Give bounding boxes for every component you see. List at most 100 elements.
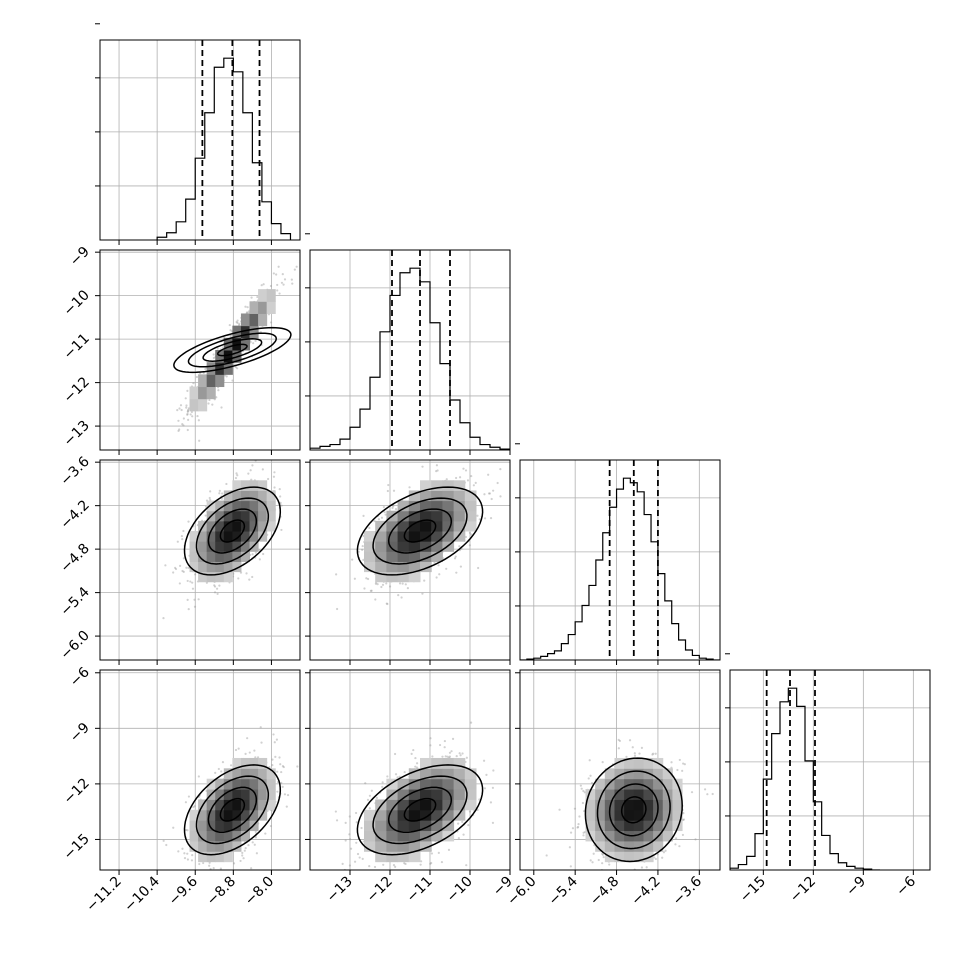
scatter-point (602, 877, 604, 879)
density-cell (633, 757, 644, 769)
density-cell (206, 820, 216, 832)
density-cell (258, 301, 268, 314)
scatter-point (186, 852, 189, 855)
density-cell (240, 490, 251, 502)
scatter-point (251, 553, 254, 556)
density-cell (386, 531, 399, 542)
density-cell (386, 820, 399, 832)
density-cell (386, 571, 399, 583)
scatter-point (361, 857, 364, 860)
scatter-point (462, 467, 465, 470)
scatter-point (290, 278, 293, 281)
x-tick-label: −4.8 (587, 874, 622, 909)
density-cell (633, 768, 644, 780)
scatter-point (186, 409, 190, 413)
scatter-point (179, 404, 183, 407)
density-cell (408, 510, 421, 522)
scatter-point (356, 852, 360, 856)
density-cell (206, 374, 216, 388)
density-cell (662, 820, 673, 832)
scatter-point (219, 867, 222, 870)
grid-lines (100, 250, 300, 450)
scatter-point (197, 419, 200, 422)
density-cell (643, 809, 654, 821)
density-cell (397, 778, 410, 790)
scatter-point (350, 847, 353, 850)
density-cell (624, 851, 635, 863)
scatter-point (348, 815, 351, 818)
scatter-point (187, 795, 191, 798)
histogram-panel: −15 −12 −9 −6 (725, 653, 931, 906)
density-cell (464, 789, 477, 800)
density-cell (442, 799, 455, 811)
density-cell (240, 500, 251, 512)
scatter-point (174, 566, 177, 569)
density-cell (223, 500, 233, 512)
density-cell (453, 789, 466, 800)
scatter-point (276, 790, 279, 793)
density-cell (223, 490, 233, 502)
density-cell (408, 768, 421, 780)
density-cell (397, 840, 410, 852)
scatter-point (404, 862, 407, 866)
density-cell (672, 820, 683, 832)
scatter-point (582, 831, 585, 834)
density-cell (408, 809, 421, 821)
scatter-point (273, 741, 276, 744)
scatter-point (243, 849, 246, 852)
density-cell (614, 820, 625, 832)
scatter-point (207, 402, 210, 405)
density-cell (464, 520, 477, 532)
density-cell (266, 789, 276, 800)
scatter-point (182, 557, 186, 560)
density-cell (364, 561, 376, 573)
density-cell (431, 520, 443, 532)
scatter-point (375, 796, 378, 800)
panel-frame (729, 669, 931, 871)
scatter-point (392, 505, 395, 508)
density-cell (420, 520, 432, 532)
density-cell (386, 809, 399, 821)
scatter-point (229, 764, 233, 767)
density-cell (464, 500, 477, 512)
density-cell (232, 531, 242, 542)
density-cell (215, 510, 225, 522)
x-tick-label: −13 (324, 874, 356, 906)
density-cell (232, 561, 242, 573)
scatter-point (465, 756, 468, 759)
contour-line (356, 486, 484, 576)
scatter-point (216, 347, 219, 350)
density-cell (604, 830, 615, 842)
density-cell (453, 768, 466, 780)
scatter-point (251, 464, 254, 467)
scatter-point (285, 805, 288, 808)
scatter-point (186, 389, 189, 393)
scatter-point (166, 886, 168, 888)
scatter-point (286, 793, 290, 797)
scatter-point (645, 866, 648, 869)
scatter-point (458, 545, 461, 548)
scatter-point (242, 857, 245, 860)
scatter-point (204, 367, 207, 371)
scatter-point (213, 591, 217, 594)
scatter-point (350, 893, 352, 895)
scatter-point (280, 781, 283, 784)
density-cell (585, 820, 596, 832)
density-cell (453, 778, 466, 790)
scatter-point (382, 505, 385, 509)
density-cell (442, 778, 455, 790)
scatter-point (231, 379, 234, 382)
scatter-point (246, 737, 249, 740)
density-cell (453, 520, 466, 532)
scatter-point (361, 548, 364, 551)
scatter-point (164, 564, 167, 567)
density-cell (408, 851, 421, 863)
scatter-point (192, 382, 195, 385)
density-cell (198, 531, 208, 542)
density-cell (189, 386, 199, 400)
density-cell (633, 851, 644, 863)
density-cell (266, 799, 276, 811)
density-cell (408, 571, 421, 583)
y-tick-label: −12 (61, 374, 93, 406)
